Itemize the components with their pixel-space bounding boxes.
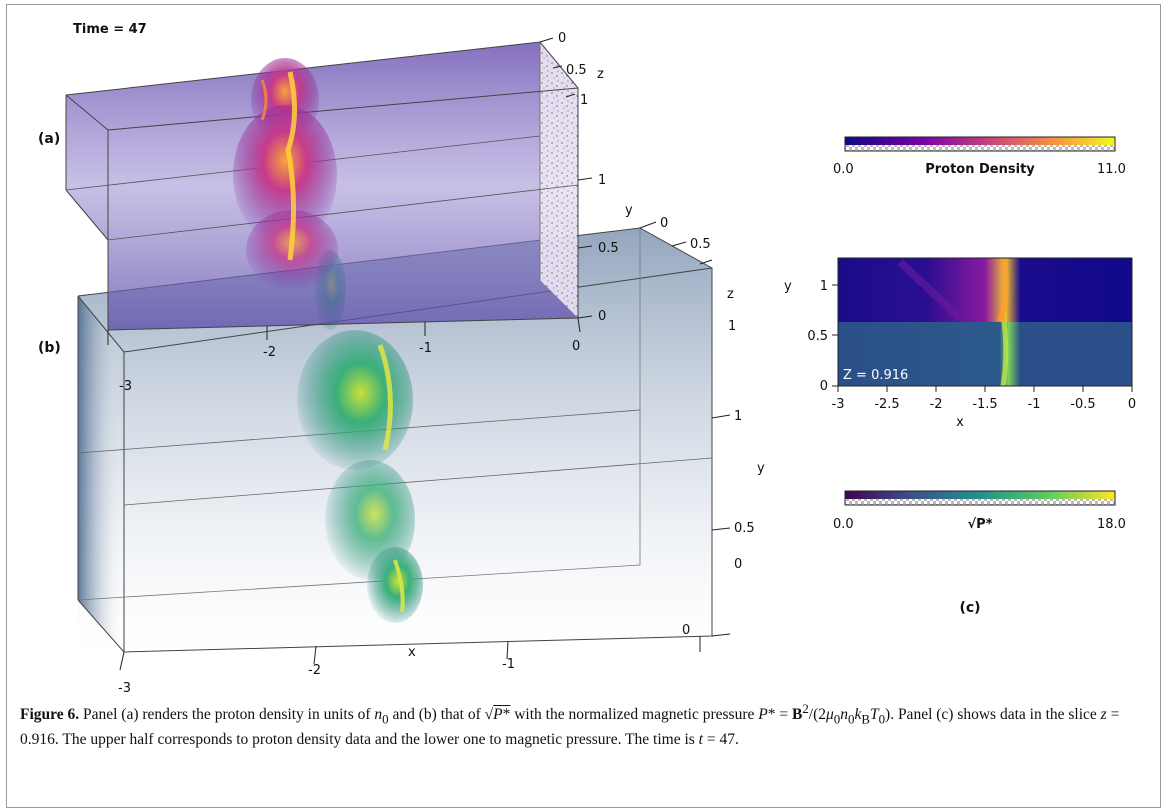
slice-x-tick-6: 0 [1128, 397, 1136, 412]
panel-c-label: (c) [959, 600, 980, 616]
panel-b-label: (b) [38, 340, 61, 356]
panel-b-x-tick-1: -2 [308, 663, 321, 678]
panel-b-y-tick-1: 0.5 [734, 521, 755, 536]
colorbar-pressure-max: 18.0 [1097, 517, 1126, 532]
panel-a-z-tick-1: 0.5 [566, 63, 587, 78]
panel-a-y-tick-1: 0.5 [598, 241, 619, 256]
time-label: Time = 47 [73, 22, 147, 37]
panel-a-z-label: z [597, 67, 604, 82]
panel-b-z-tick-0: 0 [660, 216, 668, 231]
slice-x-tick-0: -3 [832, 397, 845, 412]
caption-text-4: . Panel (c) shows data in the slice [890, 706, 1097, 724]
slice-x-tick-4: -1 [1028, 397, 1041, 412]
panel-b-z-label: z [727, 287, 734, 302]
panel-b-x-tick-2: -1 [502, 657, 515, 672]
colorbar-pressure-label: √P* [968, 517, 993, 532]
slice-x-tick-3: -1.5 [972, 397, 997, 412]
panel-b-axes [119, 221, 731, 671]
panel-a-x-tick-2: -1 [419, 341, 432, 356]
panel-a-x-tick-3: 0 [572, 339, 580, 354]
panel-a-x-tick-0: -3 [119, 379, 132, 394]
panel-b-x-label: x [408, 645, 416, 660]
colorbar-density: 0.0 Proton Density 11.0 [833, 136, 1126, 177]
panel-a-y-tick-0: 1 [598, 173, 606, 188]
panel-b-z-tick-2: 1 [728, 319, 736, 334]
panel-a-z-tick-0: 0 [558, 31, 566, 46]
panel-a-x-tick-1: -2 [263, 345, 276, 360]
slice-x-tick-1: -2.5 [874, 397, 899, 412]
slice-y-tick-1: 0.5 [807, 329, 828, 344]
caption-text-6: . [734, 731, 739, 749]
slice-x-label: x [956, 415, 964, 430]
caption-text-2: and (b) that of [392, 706, 481, 724]
panel-a-y-label: y [625, 203, 633, 218]
panel-a-z-tick-2: 1 [580, 93, 588, 108]
slice-x-tick-2: -2 [930, 397, 943, 412]
slice-y-tick-2: 1 [820, 279, 828, 294]
panel-b-y-label: y [757, 461, 765, 476]
panel-b-y-tick-0: 1 [734, 409, 742, 424]
caption-text-3: with the normalized magnetic pressure [514, 706, 755, 724]
slice-y-tick-0: 0 [820, 379, 828, 394]
slice-y-label: y [784, 279, 792, 294]
panel-b-z-tick-1: 0.5 [690, 237, 711, 252]
colorbar-density-label: Proton Density [925, 162, 1035, 177]
caption-text-1: Panel (a) renders the proton density in … [83, 706, 371, 724]
colorbar-density-min: 0.0 [833, 162, 854, 177]
caption-label: Figure 6. [20, 706, 80, 724]
panel-a-axes [107, 37, 593, 345]
colorbar-density-max: 11.0 [1097, 162, 1126, 177]
colorbar-pressure: 0.0 √P* 18.0 [833, 490, 1126, 532]
slice-panel: Z = 0.916 -3 -2.5 -2 -1.5 -1 -0.5 0 x 0 … [784, 257, 1136, 430]
slice-x-tick-5: -0.5 [1070, 397, 1095, 412]
figure-canvas: Time = 47 (a) (b) 0 0.5 1 z 1 0.5 0 y -3… [38, 22, 1136, 696]
caption-text-5: . The upper half corresponds to proton d… [54, 731, 695, 749]
figure-caption: Figure 6. Panel (a) renders the proton d… [20, 701, 1120, 749]
panel-b-x-tick-0: -3 [118, 681, 131, 696]
slice-label: Z = 0.916 [843, 368, 908, 383]
panel-a-volume [65, 41, 579, 331]
colorbar-pressure-min: 0.0 [833, 517, 854, 532]
panel-a-label: (a) [38, 131, 60, 147]
panel-b-x-tick-3: 0 [682, 623, 690, 638]
panel-a-y-tick-2: 0 [598, 309, 606, 324]
panel-b-y-tick-2: 0 [734, 557, 742, 572]
